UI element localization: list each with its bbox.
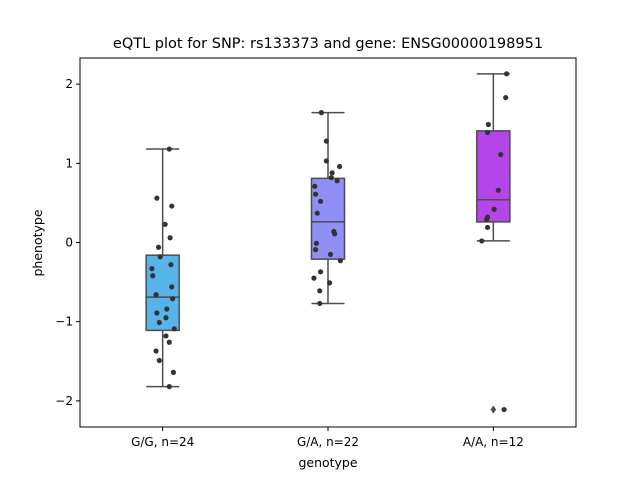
data-point — [327, 280, 333, 286]
data-point — [312, 183, 318, 189]
data-point — [314, 210, 320, 216]
box-group — [476, 71, 511, 414]
data-point — [155, 244, 162, 250]
y-axis-label: phenotype — [30, 209, 45, 276]
data-point — [153, 292, 159, 298]
data-point — [169, 284, 175, 290]
data-point — [484, 224, 491, 231]
x-tick-label: A/A, n=12 — [463, 435, 524, 449]
data-point — [157, 254, 163, 260]
x-tick-label: G/A, n=22 — [297, 435, 359, 449]
data-point — [169, 296, 176, 302]
data-point — [495, 187, 501, 193]
data-point — [313, 191, 319, 197]
data-point — [323, 138, 329, 144]
y-tick-label: 2 — [65, 77, 73, 91]
data-point — [337, 258, 343, 264]
data-point — [163, 333, 169, 339]
data-point — [329, 170, 335, 176]
data-point — [484, 216, 490, 223]
data-point — [168, 262, 174, 268]
data-point — [156, 357, 162, 364]
data-point — [167, 235, 173, 241]
data-point — [169, 203, 175, 209]
data-point — [313, 247, 319, 253]
data-point — [491, 206, 497, 212]
x-tick-label: G/G, n=24 — [131, 435, 194, 449]
data-point — [163, 315, 169, 321]
plot-area: −2 −1 0 1 2 G/G, n=24 G/A, n=22 A/A, n=12 — [55, 57, 577, 449]
outlier-marker — [490, 405, 497, 414]
data-point — [311, 275, 317, 281]
data-point — [171, 326, 177, 332]
data-point — [332, 231, 338, 237]
x-axis-label: genotype — [298, 455, 357, 470]
y-tick-label: −1 — [55, 315, 73, 329]
data-point — [334, 178, 340, 184]
box-group — [310, 110, 346, 307]
data-point — [164, 306, 170, 312]
data-point — [503, 94, 509, 101]
data-point — [150, 273, 156, 279]
data-point — [153, 348, 159, 354]
data-point — [498, 152, 504, 158]
chart-title: eQTL plot for SNP: rs133373 and gene: EN… — [113, 36, 543, 52]
data-point — [484, 129, 491, 136]
box-iqr — [310, 177, 346, 260]
data-point — [154, 310, 160, 316]
data-point — [166, 384, 172, 390]
data-point — [323, 158, 329, 164]
data-point — [154, 195, 160, 201]
data-point — [485, 121, 491, 128]
data-point — [328, 174, 334, 181]
data-point — [166, 339, 172, 345]
data-point — [162, 221, 168, 227]
box-group — [145, 146, 180, 390]
data-point — [170, 369, 177, 375]
data-point — [166, 146, 172, 152]
data-point — [317, 300, 323, 307]
data-point — [313, 240, 320, 246]
data-point — [317, 198, 324, 204]
y-tick-label: 1 — [65, 156, 73, 170]
data-point — [503, 71, 510, 77]
box-iqr — [476, 130, 511, 223]
y-tick-label: 0 — [65, 236, 73, 250]
data-point — [318, 110, 324, 116]
data-point — [156, 319, 162, 326]
y-tick-label: −2 — [55, 394, 73, 408]
data-point — [149, 266, 155, 272]
data-point — [501, 406, 507, 413]
data-point — [327, 251, 334, 257]
data-point — [317, 288, 323, 294]
data-point — [336, 163, 343, 170]
data-point — [317, 269, 324, 275]
data-point — [479, 238, 485, 244]
